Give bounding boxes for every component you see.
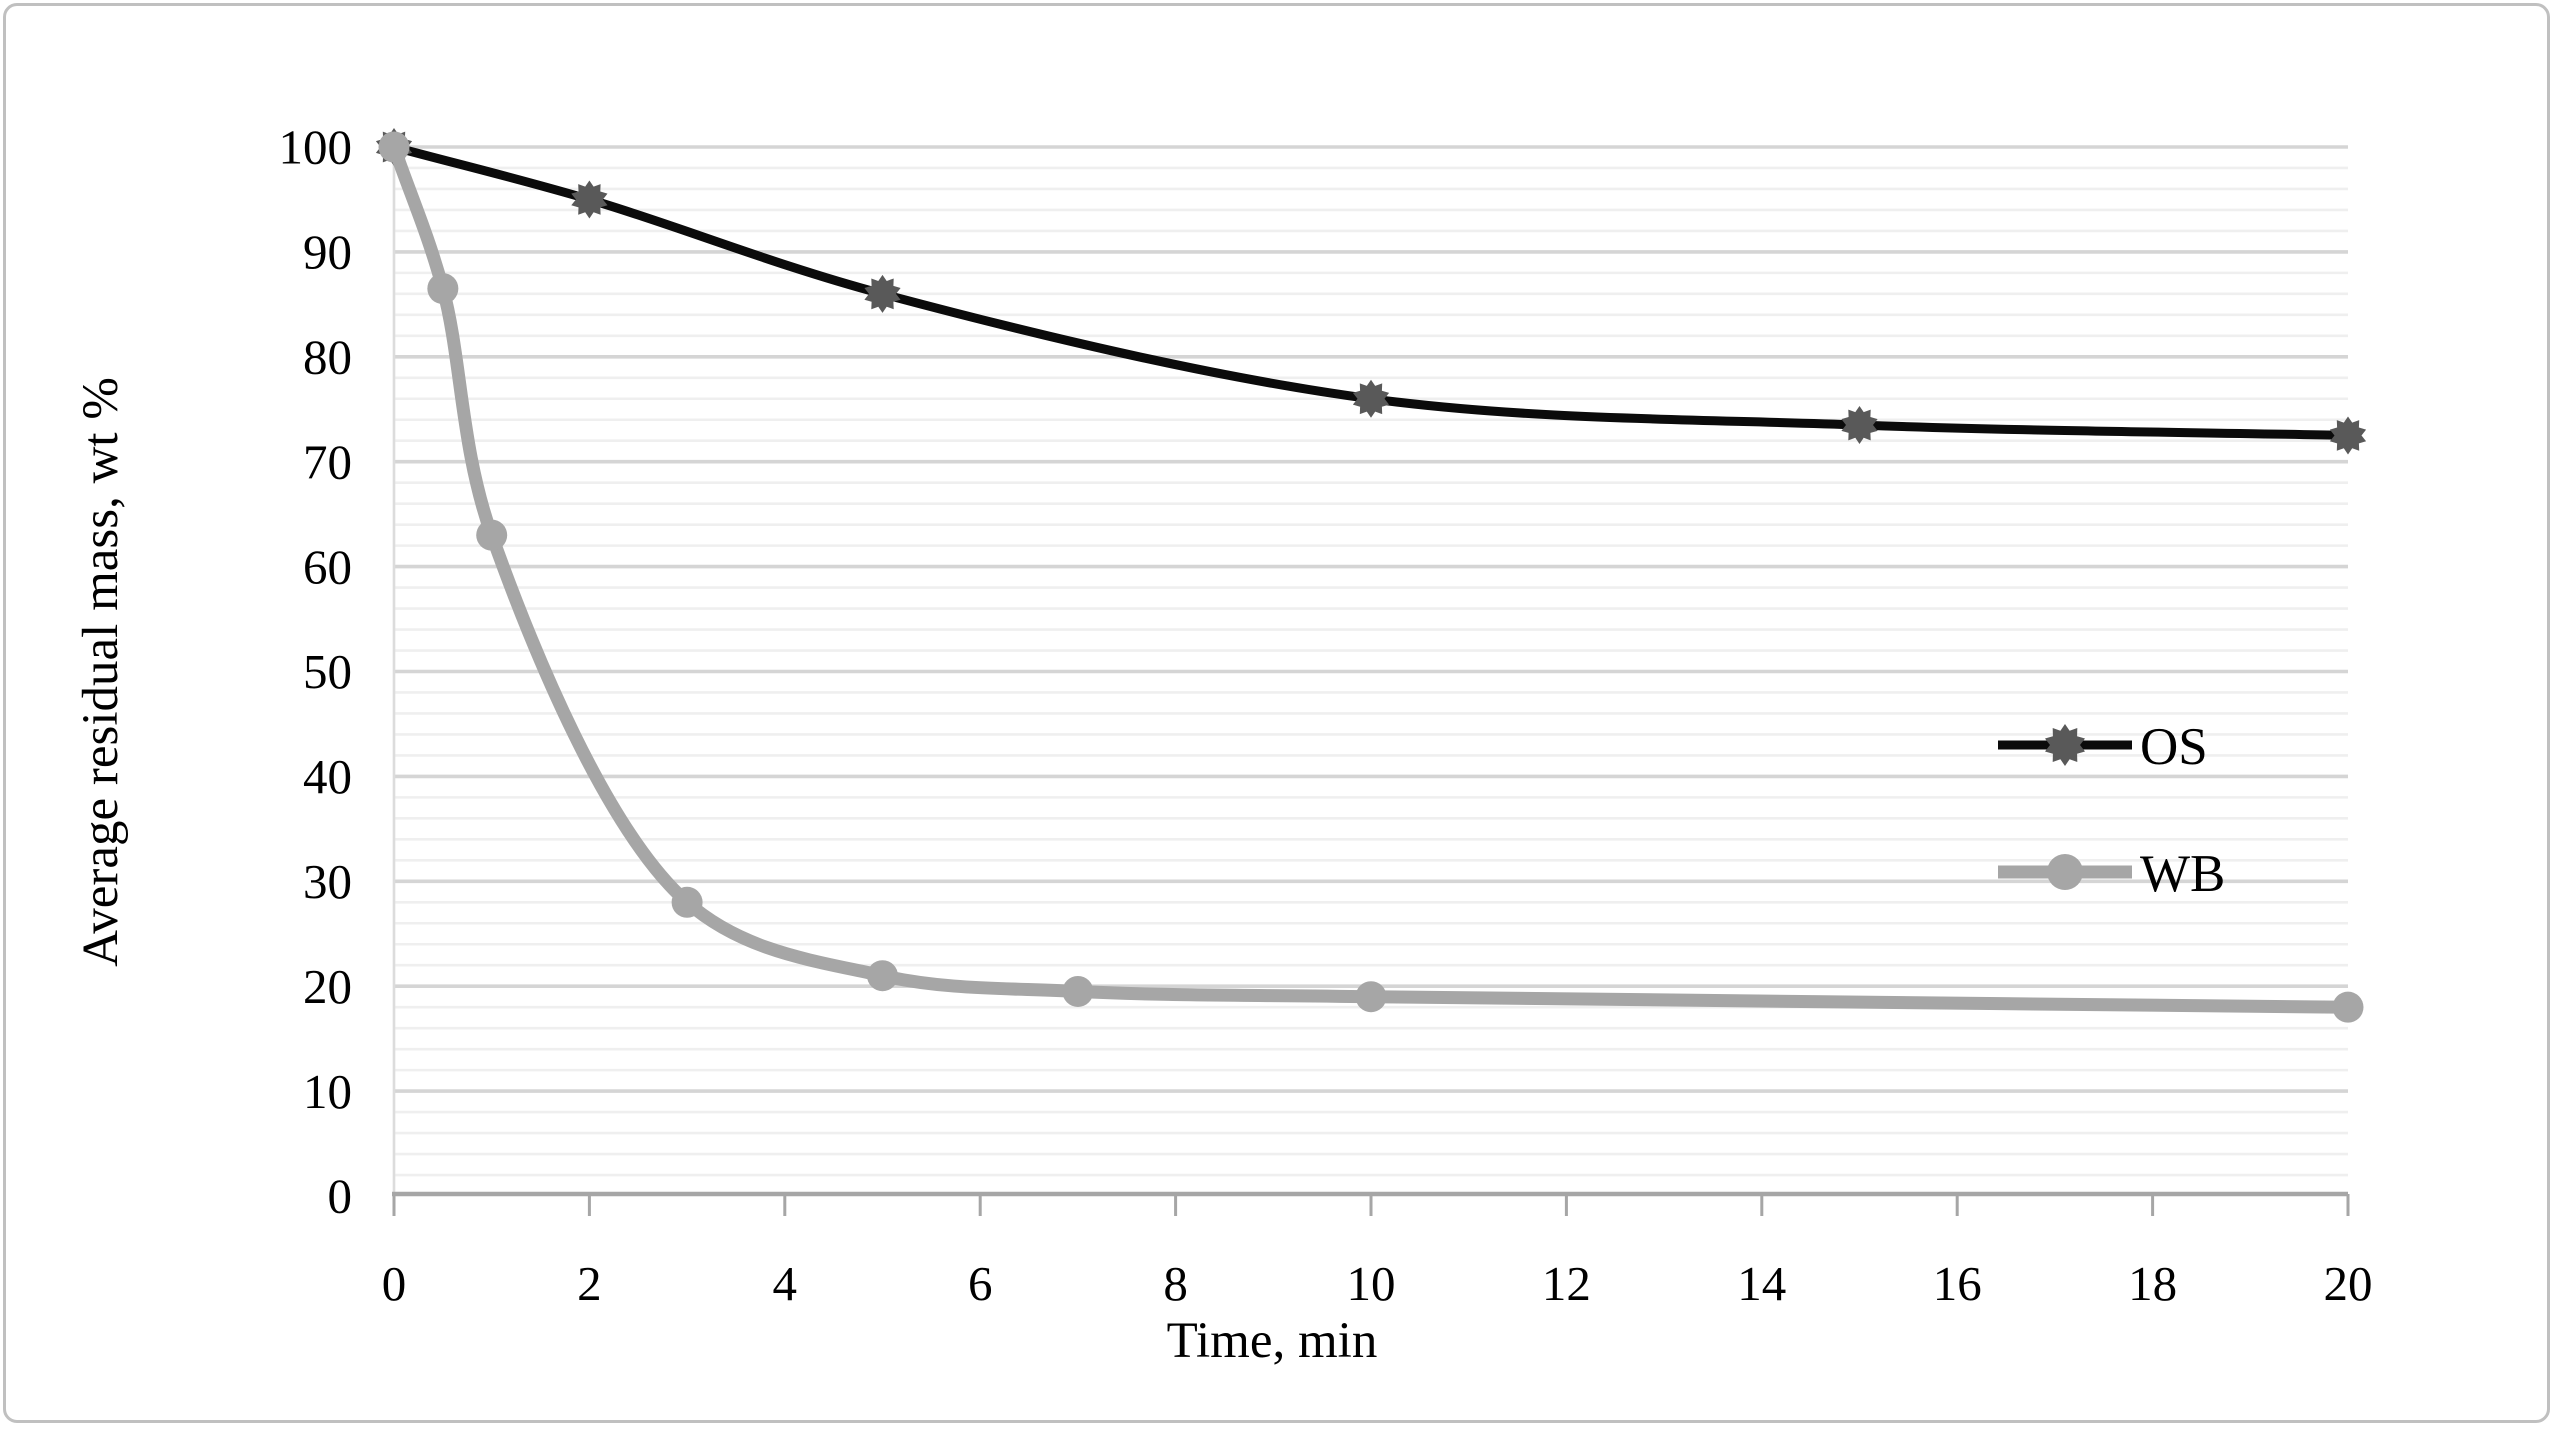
y-tick-label: 90	[303, 225, 352, 280]
wb-marker	[476, 519, 508, 551]
os-marker	[1841, 406, 1878, 444]
x-tick-label: 16	[1933, 1256, 1982, 1311]
x-tick-label: 10	[1347, 1256, 1396, 1311]
x-tick-label: 4	[773, 1256, 798, 1311]
wb-marker	[427, 273, 459, 305]
y-tick-label: 60	[303, 539, 352, 594]
wb-marker	[2047, 854, 2083, 890]
x-tick-label: 6	[968, 1256, 993, 1311]
os-marker	[1352, 379, 1390, 418]
legend-wb-label: WB	[2140, 845, 2225, 903]
wb-marker	[2332, 991, 2364, 1023]
x-tick-label: 14	[1737, 1256, 1786, 1311]
wb-marker	[671, 886, 703, 918]
wb-marker	[867, 960, 898, 992]
y-tick-label: 100	[279, 120, 353, 175]
legend-os-label: OS	[2140, 718, 2208, 776]
wb-marker	[1355, 981, 1387, 1013]
wb-marker	[1062, 975, 1094, 1007]
y-tick-label: 70	[303, 434, 352, 489]
y-tick-label: 80	[303, 329, 352, 384]
y-tick-label: 50	[303, 644, 352, 699]
wb-marker	[378, 131, 410, 163]
x-tick-label: 0	[382, 1256, 407, 1311]
x-tick-label: 8	[1163, 1256, 1188, 1311]
os-marker	[2045, 724, 2085, 766]
y-tick-label: 20	[303, 959, 352, 1014]
x-tick-label: 2	[577, 1256, 602, 1311]
os-marker	[864, 274, 901, 313]
y-tick-label: 40	[303, 749, 352, 804]
x-tick-label: 20	[2324, 1256, 2373, 1311]
os-marker	[571, 180, 608, 219]
os-marker	[2329, 416, 2367, 455]
y-tick-label: 30	[303, 854, 352, 909]
x-tick-label: 18	[2128, 1256, 2177, 1311]
y-tick-label: 10	[303, 1064, 352, 1119]
x-tick-label: 12	[1542, 1256, 1591, 1311]
x-axis-title: Time, min	[1166, 1313, 1378, 1369]
y-axis-title: Average residual mass, wt %	[73, 377, 129, 967]
y-tick-label: 0	[328, 1169, 353, 1224]
